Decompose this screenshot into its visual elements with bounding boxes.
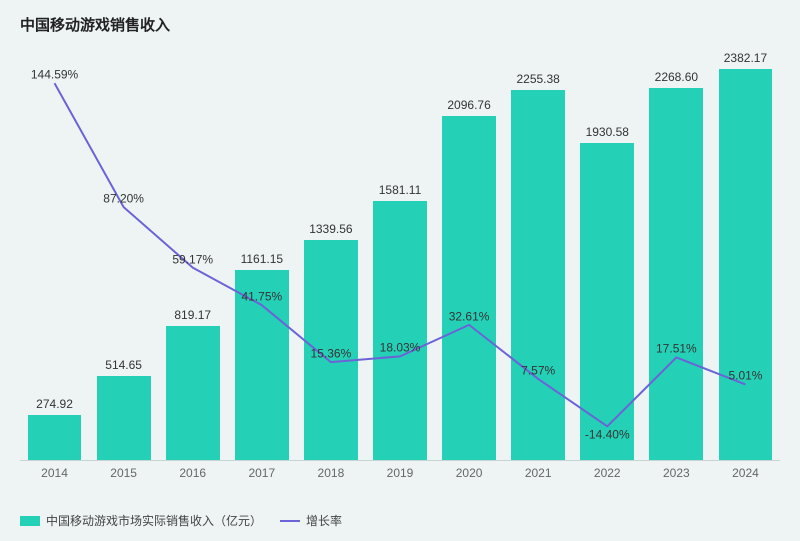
x-tick-label: 2016 bbox=[179, 466, 206, 480]
bar-value-label: 1339.56 bbox=[309, 222, 352, 236]
x-tick-label: 2014 bbox=[41, 466, 68, 480]
x-tick-label: 2023 bbox=[663, 466, 690, 480]
legend: 中国移动游戏市场实际销售收入（亿元） 增长率 bbox=[20, 512, 342, 529]
revenue-chart: 中国移动游戏销售收入 274.92 514.65 819.17 1161.15 1339… bbox=[0, 0, 800, 541]
legend-item: 增长率 bbox=[280, 512, 342, 529]
x-tick-label: 2019 bbox=[387, 466, 414, 480]
x-tick-label: 2015 bbox=[110, 466, 137, 480]
legend-item: 中国移动游戏市场实际销售收入（亿元） bbox=[20, 512, 262, 529]
bar bbox=[511, 90, 565, 460]
x-tick-label: 2024 bbox=[732, 466, 759, 480]
bar bbox=[166, 326, 220, 460]
x-tick-label: 2022 bbox=[594, 466, 621, 480]
legend-swatch-line-icon bbox=[280, 520, 300, 522]
bar-value-label: 1930.58 bbox=[586, 125, 629, 139]
bar-value-label: 1161.15 bbox=[241, 252, 284, 266]
bar bbox=[442, 116, 496, 460]
bar bbox=[373, 201, 427, 460]
bar-value-label: 819.17 bbox=[174, 308, 211, 322]
line-value-label: 59.17% bbox=[172, 252, 213, 266]
legend-label: 增长率 bbox=[306, 512, 342, 529]
legend-label: 中国移动游戏市场实际销售收入（亿元） bbox=[46, 512, 262, 529]
line-value-label: 144.59% bbox=[31, 68, 78, 82]
x-tick-label: 2020 bbox=[456, 466, 483, 480]
bar bbox=[580, 143, 634, 460]
x-axis: 2014 2015 2016 2017 2018 2019 2020 2021 2022 2023… bbox=[20, 460, 780, 484]
plot-area: 274.92 514.65 819.17 1161.15 1339.56 1581.11 2… bbox=[20, 50, 780, 460]
chart-title: 中国移动游戏销售收入 bbox=[20, 14, 170, 35]
line-value-label: 41.75% bbox=[241, 290, 282, 304]
x-tick-label: 2017 bbox=[248, 466, 275, 480]
line-value-label: 32.61% bbox=[449, 309, 490, 323]
bar-value-label: 514.65 bbox=[105, 358, 142, 372]
line-value-label: -14.40% bbox=[585, 428, 630, 442]
bar-value-label: 2096.76 bbox=[447, 98, 490, 112]
bar bbox=[719, 69, 773, 460]
line-value-label: 87.20% bbox=[103, 192, 144, 206]
line-value-label: 5.01% bbox=[728, 369, 762, 383]
line-value-label: 17.51% bbox=[656, 342, 697, 356]
line-value-label: 7.57% bbox=[521, 364, 555, 378]
bar bbox=[28, 415, 82, 460]
bar-value-label: 2268.60 bbox=[655, 70, 698, 84]
bar-value-label: 2255.38 bbox=[516, 72, 559, 86]
x-tick-label: 2021 bbox=[525, 466, 552, 480]
bar bbox=[97, 376, 151, 460]
bar-value-label: 1581.11 bbox=[379, 183, 422, 197]
x-tick-label: 2018 bbox=[318, 466, 345, 480]
line-value-label: 18.03% bbox=[380, 341, 421, 355]
bar-value-label: 2382.17 bbox=[724, 51, 767, 65]
line-value-label: 15.36% bbox=[311, 347, 352, 361]
bar bbox=[649, 88, 703, 460]
legend-swatch-bar-icon bbox=[20, 516, 40, 526]
bar-value-label: 274.92 bbox=[36, 397, 73, 411]
x-axis-line bbox=[20, 460, 780, 461]
